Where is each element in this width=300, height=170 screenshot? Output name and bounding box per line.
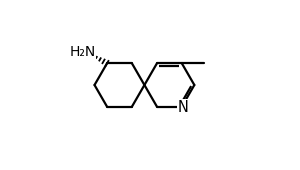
Text: N: N <box>178 100 189 115</box>
Text: H₂N: H₂N <box>69 45 96 59</box>
